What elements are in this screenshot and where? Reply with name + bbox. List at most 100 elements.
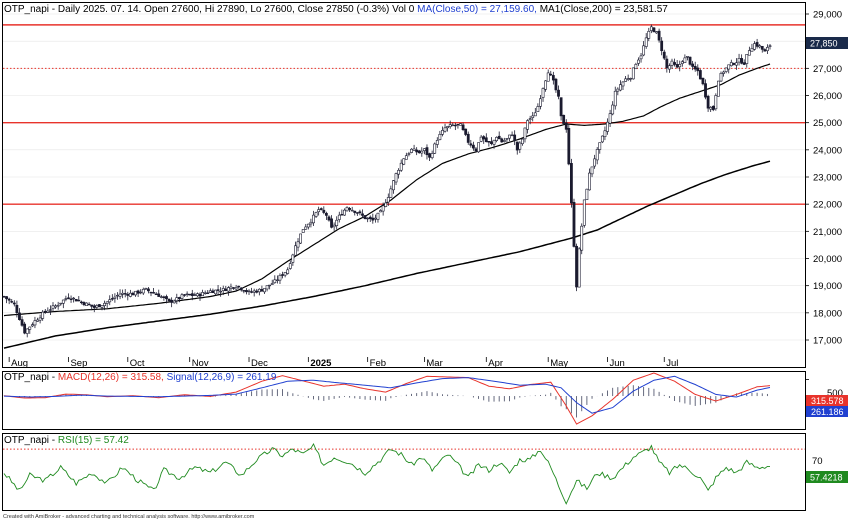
candle-up [683,57,687,63]
candle-down [675,64,679,68]
candle-up [288,263,292,269]
candle-down [92,305,96,308]
macd-badge-bg [806,395,848,406]
candle-up [103,302,106,306]
candle-up [366,217,370,220]
ma50-layer [3,63,771,317]
candle-up [510,134,514,137]
header-date: 2025. 07. 14. [83,4,141,15]
candle-up [108,299,112,303]
candle-up [422,148,426,151]
candle-down [755,42,759,47]
candle-up [257,288,261,293]
candle-up [273,279,277,283]
candle-down [239,287,243,291]
candle-up [505,138,509,140]
candle-up [203,292,207,294]
candle-up [714,95,718,110]
candle-up [128,292,132,297]
candle-up [649,26,653,31]
candle-up [172,300,176,304]
candle-up [301,229,305,233]
candle-up [459,123,462,126]
candle-down [461,124,465,131]
price-y-tick-label: 19,000 [813,281,842,292]
ma200-layer [3,160,771,349]
candle-down [198,293,202,297]
x-month-label: Mar [426,358,442,369]
candle-up [443,127,447,132]
candle-up [113,296,117,299]
candle-up [226,287,230,292]
candle-up [642,45,646,56]
candle-up [621,81,625,87]
price-y-tick-label: 18,000 [813,308,842,319]
candle-up [350,209,354,212]
price-levels [3,24,805,205]
candle-down [98,304,101,308]
candle-down [2,296,6,298]
candle-up [64,298,68,300]
candle-down [15,304,19,314]
candle-up [631,67,635,80]
candle-down [90,304,94,307]
candle-down [425,147,429,156]
candle-up [438,134,442,140]
candle-up [766,47,769,52]
rsi-header: OTP_napi - RSI(15) = 57.42 [4,435,129,446]
candle-down [696,67,700,72]
candle-down [740,58,744,64]
candle-up [59,302,63,305]
candle-up [606,121,609,132]
candle-up [291,254,295,263]
candle-down [371,217,375,221]
candle-up [508,134,511,139]
candle-up [668,65,671,70]
candle-up [753,43,756,50]
candle-up [433,143,437,154]
candle-down [18,312,21,321]
price-y-axis: 17,000 18,000 19,000 20,000 21,000 22,000 23,0… [805,10,842,347]
candle-down [224,288,228,292]
candle-up [36,319,39,322]
candle-up [56,304,60,307]
candle-down [487,140,491,143]
candle-down [732,62,736,65]
candle-up [381,205,385,212]
candle-up [134,290,137,296]
candle-up [175,297,179,301]
candle-down [415,149,419,153]
candle-down [562,114,566,124]
rsi-label: RSI(15) = 57.42 [58,435,129,446]
candle-down [43,310,47,313]
candle-down [74,299,78,302]
candle-up [379,210,382,213]
candle-down [567,128,571,165]
candle-up [185,293,189,296]
candle-down [177,297,181,300]
header-high: Hi 27890, [205,4,248,15]
candle-up [655,31,658,34]
candle-up [724,67,728,72]
candle-down [554,78,558,91]
candle-up [477,142,480,153]
candle-up [544,80,548,90]
candle-up [376,212,380,220]
candle-up [105,301,109,304]
candle-down [136,290,140,294]
candle-down [482,136,486,140]
candle-up [531,115,535,118]
header-ma200: MA1(Close,200) = 23,581.57 [540,4,669,15]
candle-up [25,328,29,334]
candle-up [680,61,684,64]
candle-up [420,150,424,154]
candle-up [389,188,393,198]
candle-up [528,118,532,120]
candle-up [719,72,723,82]
candle-down [5,296,8,300]
candle-up [399,162,403,171]
candle-up [335,219,339,226]
candle-down [20,319,24,326]
macd-layer [3,372,809,425]
candle-down [358,211,362,214]
